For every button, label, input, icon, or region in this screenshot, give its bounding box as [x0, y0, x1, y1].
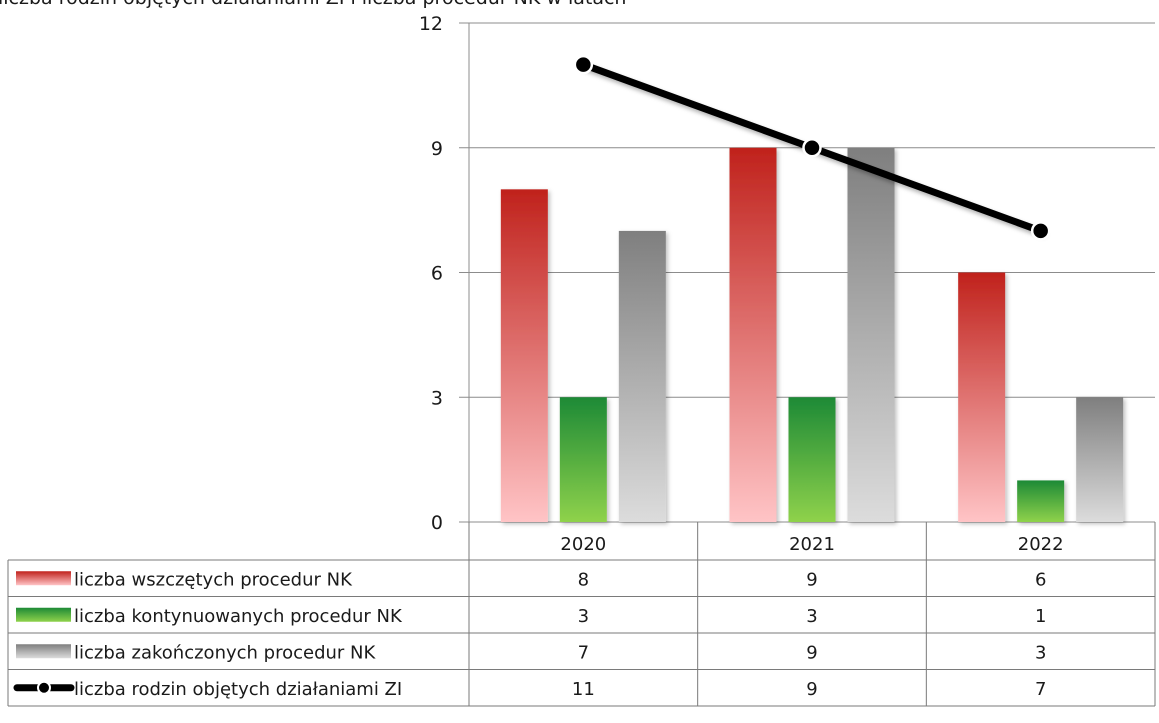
y-tick-label-3: 3: [431, 387, 443, 409]
bar-series-2-2021: [847, 147, 895, 522]
bar-series-1-2020: [559, 397, 607, 522]
chart-title-clipped: liczba rodzin objętych działaniami ZI i …: [0, 0, 626, 9]
y-tick-label-0: 0: [431, 512, 443, 534]
data-table-cell-0-2021: 9: [806, 569, 817, 590]
legend-key-series-0: [16, 571, 71, 586]
data-table-cell-3-2021: 9: [806, 679, 817, 700]
bar-series-1-2022: [1017, 480, 1065, 522]
category-label-2020: 2020: [560, 534, 606, 555]
data-table-cell-2-2021: 9: [806, 642, 817, 663]
legend-label-series-0: liczba wszczętych procedur NK: [74, 569, 353, 590]
legend-key-series-2: [16, 644, 71, 659]
data-table-cell-1-2020: 3: [578, 606, 589, 627]
bar-series-0-2020: [500, 189, 548, 523]
bar-series-0-2021: [729, 147, 777, 522]
category-label-2021: 2021: [789, 534, 835, 555]
line-series: [573, 54, 1051, 241]
category-label-2022: 2022: [1018, 534, 1064, 555]
legend-key-series-1: [16, 607, 71, 622]
data-table-cell-3-2020: 11: [572, 679, 595, 700]
data-table: 2020 2021 2022 liczba wszczętych procedur N…: [7, 522, 1156, 707]
data-table-cell-2-2022: 3: [1035, 642, 1046, 663]
y-tick-label-12: 12: [419, 13, 443, 35]
y-tick-label-9: 9: [431, 138, 443, 160]
data-table-cell-0-2022: 6: [1035, 569, 1046, 590]
legend-label-series-2: liczba zakończonych procedur NK: [74, 642, 376, 663]
line-point-2020: [573, 54, 594, 75]
y-tick-label-6: 6: [431, 263, 443, 285]
legend-label-series-3: liczba rodzin objętych działaniami ZI: [74, 679, 402, 700]
bar-series-0-2022: [958, 272, 1006, 522]
data-table-cell-0-2020: 8: [578, 569, 589, 590]
legend-key-marker: [37, 680, 51, 695]
data-table-cell-1-2022: 1: [1035, 606, 1046, 627]
data-table-cell-3-2022: 7: [1035, 679, 1046, 700]
line-point-2022: [1030, 221, 1051, 241]
bar-series-2-2022: [1076, 397, 1124, 522]
data-table-cell-1-2021: 3: [806, 606, 817, 627]
line-point-2021: [802, 138, 822, 158]
bar-series-1-2021: [788, 397, 836, 522]
y-axis-ticks: 0 3 6 9 12: [419, 13, 443, 534]
bars: [500, 147, 1124, 523]
data-table-cell-2-2020: 7: [578, 642, 589, 663]
legend-label-series-1: liczba kontynuowanych procedur NK: [74, 606, 403, 627]
bar-series-2-2020: [618, 230, 666, 522]
